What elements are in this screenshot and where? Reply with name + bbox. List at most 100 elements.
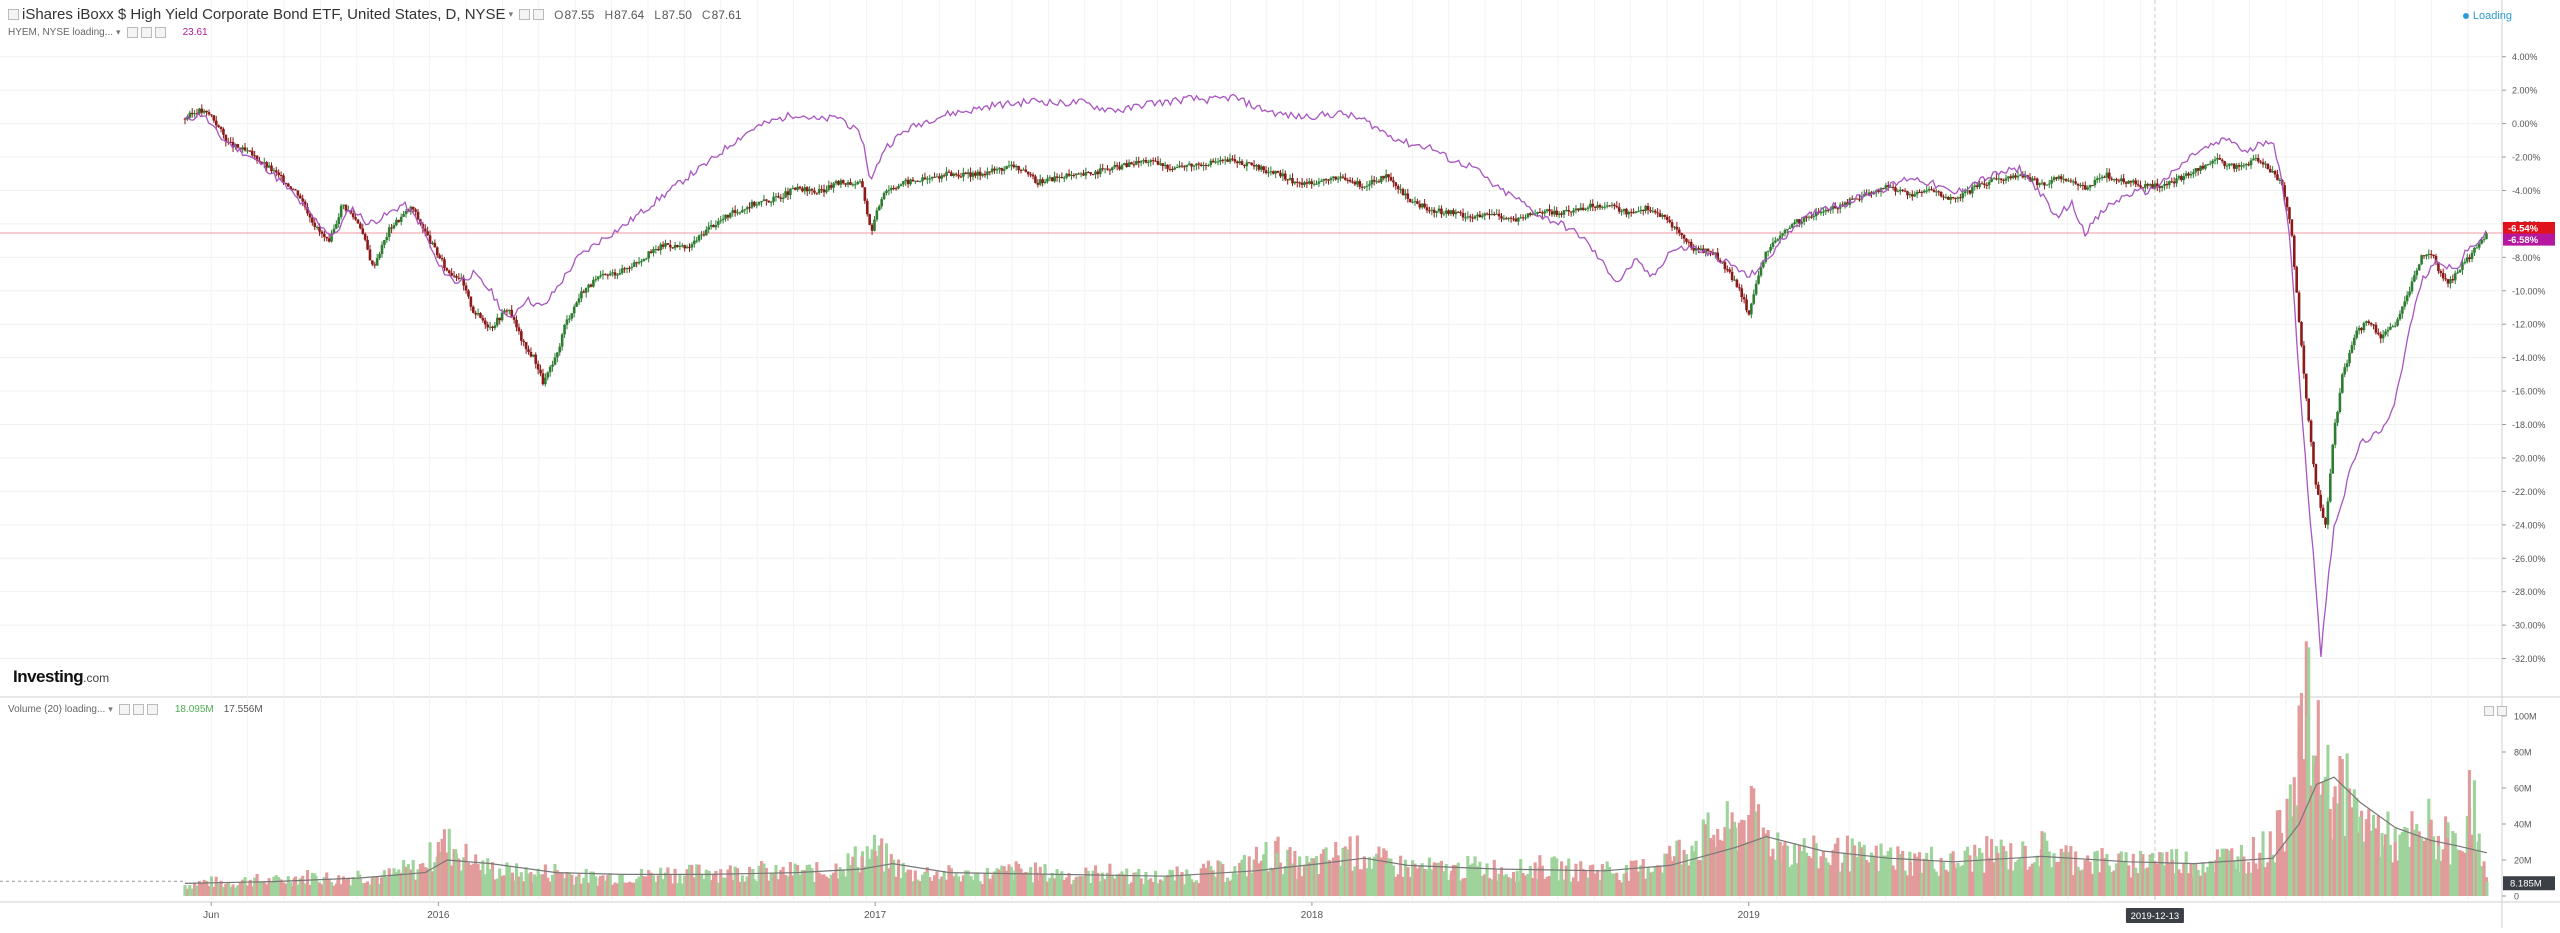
- close-box-icon[interactable]: [154, 27, 166, 38]
- volume-bar: [1182, 884, 1186, 896]
- candle-body: [894, 188, 898, 190]
- volume-bar: [2355, 797, 2359, 896]
- volume-bar: [1408, 876, 1412, 896]
- chevron-down-icon[interactable]: ▾: [116, 27, 121, 37]
- candle-body: [1745, 299, 1748, 311]
- candle-body: [560, 334, 564, 347]
- volume-bar: [678, 874, 682, 896]
- volume-bar: [1180, 872, 1184, 896]
- volume-bar: [1231, 872, 1235, 896]
- compare-label[interactable]: HYEM, NYSE loading...: [8, 27, 114, 38]
- y-tick-label: -2.00%: [2512, 153, 2541, 163]
- hide-box-icon[interactable]: [533, 9, 545, 20]
- volume-bar: [654, 881, 658, 896]
- candle-body: [445, 268, 449, 271]
- volume-bar: [1235, 873, 1239, 896]
- volume-bar: [1531, 877, 1535, 896]
- candle-body: [827, 185, 831, 190]
- volume-bar: [1547, 875, 1552, 896]
- hide-box-icon[interactable]: [140, 27, 152, 38]
- candle-body: [551, 364, 554, 367]
- volume-bar: [250, 886, 254, 896]
- candle-body: [1766, 250, 1770, 252]
- volume-bar: [1620, 882, 1624, 896]
- volume-bar: [296, 884, 300, 896]
- volume-bar: [1845, 835, 1849, 896]
- candle-body: [1440, 208, 1443, 215]
- volume-bar: [2239, 844, 2243, 896]
- volume-bar: [1307, 862, 1311, 896]
- volume-bar: [1982, 872, 1986, 896]
- volume-bar: [2326, 744, 2330, 896]
- volume-bar: [1122, 874, 1126, 896]
- candle-body: [1548, 209, 1551, 212]
- candle-body: [914, 180, 917, 182]
- volume-bar: [1523, 875, 1528, 896]
- collapse-toggle-icon[interactable]: [8, 9, 19, 20]
- candle-body: [1541, 212, 1544, 214]
- candle-body: [1915, 191, 1919, 195]
- volume-bar: [2311, 755, 2316, 896]
- settings-box-icon[interactable]: [118, 704, 130, 715]
- candle-body: [923, 177, 927, 180]
- candle-body: [1726, 269, 1729, 271]
- symbol-title[interactable]: iShares iBoxx $ High Yield Corporate Bon…: [22, 6, 506, 23]
- settings-box-icon[interactable]: [126, 27, 138, 38]
- volume-bar: [1355, 835, 1359, 896]
- candle-body: [1392, 180, 1395, 183]
- volume-bar: [217, 883, 221, 896]
- candle-body: [320, 231, 324, 234]
- volume-bar: [1932, 868, 1936, 896]
- candle-body: [212, 115, 216, 121]
- volume-bar: [745, 876, 749, 896]
- candle-body: [613, 272, 617, 276]
- candle-body: [861, 181, 864, 188]
- volume-bar: [1927, 860, 1931, 896]
- volume-bar: [2095, 850, 2099, 896]
- volume-bar: [1134, 872, 1138, 896]
- candle-body: [1653, 210, 1657, 213]
- candle-body: [1622, 208, 1626, 212]
- candle-body: [385, 236, 389, 241]
- candle-body: [2329, 473, 2332, 502]
- candle-body: [1999, 178, 2003, 180]
- volume-bar: [1725, 801, 1729, 896]
- volume-label[interactable]: Volume (20) loading...: [8, 704, 106, 715]
- candle-body: [1843, 202, 1847, 206]
- volume-bar: [908, 874, 912, 896]
- y-tick-label: 4.00%: [2512, 52, 2538, 62]
- candle-body: [195, 113, 199, 115]
- volume-bar: [1336, 855, 1340, 896]
- volume-bar: [2066, 852, 2070, 896]
- volume-bar: [238, 881, 242, 896]
- volume-bar: [1805, 852, 1809, 896]
- candle-body: [1644, 205, 1647, 211]
- candle-body: [1202, 165, 1205, 167]
- volume-bar: [904, 872, 908, 896]
- volume-bar: [1537, 867, 1541, 896]
- candle-body: [1089, 172, 1092, 175]
- volume-bar: [1327, 860, 1331, 896]
- candle-body: [488, 326, 492, 328]
- volume-bar: [2004, 851, 2008, 896]
- close-box-icon[interactable]: [146, 704, 158, 715]
- chevron-down-icon[interactable]: ▾: [508, 9, 514, 19]
- volume-bar: [969, 876, 973, 896]
- settings-box-icon[interactable]: [519, 9, 531, 20]
- pane-up-icon[interactable]: [2484, 706, 2494, 716]
- chevron-down-icon[interactable]: ▾: [108, 704, 113, 714]
- volume-bar: [1005, 870, 1009, 896]
- candle-body: [2256, 158, 2260, 162]
- volume-bar: [332, 885, 336, 896]
- volume-bar: [1078, 876, 1082, 896]
- volume-bar: [608, 873, 612, 896]
- volume-bar: [1026, 872, 1030, 896]
- candle-body: [1536, 211, 1539, 214]
- pane-down-icon[interactable]: [2497, 706, 2507, 716]
- volume-bar: [436, 842, 440, 896]
- volume-bar: [1468, 864, 1472, 896]
- candle-body: [1668, 220, 1671, 223]
- hide-box-icon[interactable]: [132, 704, 144, 715]
